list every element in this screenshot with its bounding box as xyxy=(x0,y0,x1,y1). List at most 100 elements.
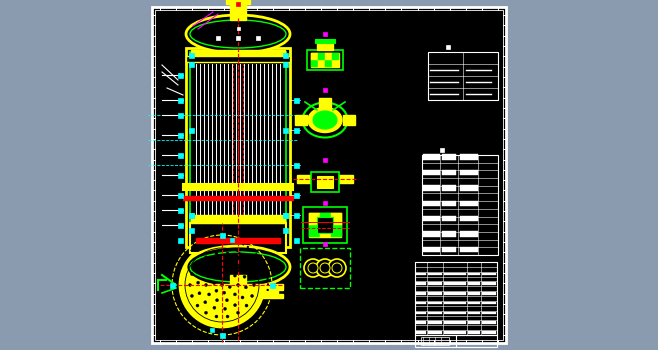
Bar xyxy=(186,48,290,247)
Bar xyxy=(170,282,174,287)
Bar xyxy=(444,282,466,285)
Bar xyxy=(428,331,442,334)
Circle shape xyxy=(196,304,199,307)
Bar xyxy=(320,225,331,237)
Circle shape xyxy=(222,291,226,294)
Bar xyxy=(460,231,478,237)
Bar xyxy=(446,45,450,49)
Circle shape xyxy=(243,275,246,278)
Bar xyxy=(416,331,426,334)
Bar xyxy=(428,302,442,304)
Bar xyxy=(482,282,496,285)
Ellipse shape xyxy=(313,111,337,129)
Bar xyxy=(460,154,478,160)
Bar xyxy=(178,238,182,243)
Circle shape xyxy=(328,259,346,277)
Ellipse shape xyxy=(190,20,286,48)
Circle shape xyxy=(207,274,211,277)
Bar xyxy=(482,331,496,334)
Bar xyxy=(293,193,299,197)
Circle shape xyxy=(238,266,240,269)
Bar xyxy=(188,212,193,217)
Bar xyxy=(188,52,193,57)
Bar xyxy=(317,176,333,188)
Circle shape xyxy=(205,311,207,314)
Bar xyxy=(325,60,332,67)
Bar xyxy=(444,321,466,324)
Circle shape xyxy=(200,271,203,274)
Circle shape xyxy=(241,296,244,299)
Bar xyxy=(468,302,480,304)
Bar xyxy=(428,273,442,275)
Bar xyxy=(460,185,478,191)
Bar xyxy=(155,10,503,340)
Bar xyxy=(309,213,320,225)
Bar xyxy=(226,291,250,297)
Circle shape xyxy=(190,294,193,297)
Circle shape xyxy=(226,299,228,302)
Bar xyxy=(423,247,440,252)
Bar xyxy=(270,282,274,287)
Bar xyxy=(188,62,193,66)
Bar xyxy=(220,232,224,238)
Bar xyxy=(332,53,339,60)
Bar xyxy=(178,72,182,77)
Bar xyxy=(315,39,335,43)
Bar xyxy=(482,321,496,324)
Bar xyxy=(331,213,342,225)
Circle shape xyxy=(245,263,248,266)
Bar xyxy=(178,133,182,138)
Bar xyxy=(442,170,456,175)
Bar xyxy=(311,53,339,67)
Circle shape xyxy=(226,252,229,255)
Bar xyxy=(303,207,347,243)
Circle shape xyxy=(190,273,193,275)
Bar xyxy=(178,173,182,177)
Bar xyxy=(183,196,293,200)
Bar xyxy=(428,282,442,285)
Bar xyxy=(428,321,442,324)
Bar xyxy=(444,331,466,334)
Ellipse shape xyxy=(186,246,290,288)
Bar xyxy=(178,223,182,228)
Bar xyxy=(183,184,293,190)
Bar xyxy=(422,155,498,255)
Bar xyxy=(311,60,318,67)
Circle shape xyxy=(205,284,207,287)
Bar xyxy=(460,170,478,175)
Bar xyxy=(468,331,480,334)
Bar xyxy=(423,154,440,160)
Bar xyxy=(442,216,456,222)
Circle shape xyxy=(316,259,334,277)
Circle shape xyxy=(204,301,207,304)
Bar xyxy=(311,172,339,192)
Bar xyxy=(444,292,466,295)
Bar xyxy=(282,52,288,57)
Bar xyxy=(190,52,286,243)
Bar xyxy=(188,228,193,232)
Bar xyxy=(293,238,299,243)
Bar xyxy=(282,62,288,66)
Bar xyxy=(482,292,496,295)
Bar xyxy=(460,201,478,206)
Circle shape xyxy=(213,281,216,285)
Bar xyxy=(318,60,325,67)
Circle shape xyxy=(215,315,218,318)
Bar xyxy=(236,27,240,29)
Circle shape xyxy=(320,263,330,273)
Bar xyxy=(193,284,283,290)
Ellipse shape xyxy=(303,103,347,138)
Circle shape xyxy=(234,293,236,296)
Bar xyxy=(309,225,320,237)
Circle shape xyxy=(220,284,224,287)
Circle shape xyxy=(228,286,231,288)
Bar xyxy=(442,231,456,237)
Bar xyxy=(317,217,333,233)
Bar xyxy=(423,185,440,191)
Circle shape xyxy=(226,268,228,271)
Bar xyxy=(230,238,234,242)
Circle shape xyxy=(207,263,211,266)
Bar xyxy=(191,50,285,58)
Bar xyxy=(282,212,288,217)
Bar xyxy=(482,273,496,275)
